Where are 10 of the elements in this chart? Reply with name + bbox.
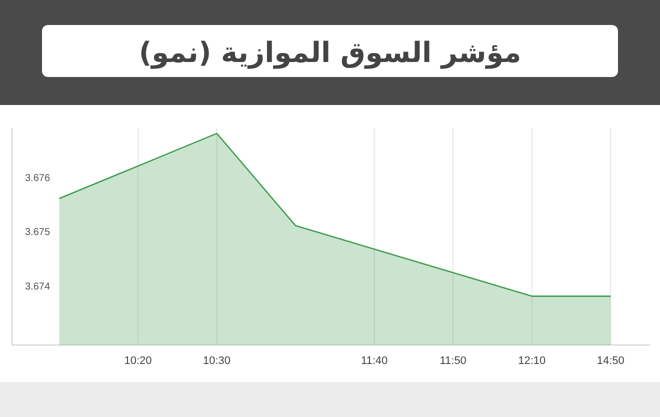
y-tick-label: 3.675 — [25, 227, 50, 238]
y-tick-label: 3.676 — [25, 172, 50, 184]
y-tick-label: 3.674 — [25, 281, 50, 292]
x-tick-label: 14:50 — [596, 355, 624, 367]
x-tick-label: 10:20 — [124, 355, 152, 367]
x-tick-label: 11:40 — [360, 355, 388, 367]
chart-title: مؤشر السوق الموازية (نمو) — [138, 36, 522, 69]
x-tick-label: 10:30 — [203, 355, 231, 367]
x-tick-label: 11:50 — [440, 355, 466, 367]
x-tick-label: 12:10 — [518, 355, 546, 367]
